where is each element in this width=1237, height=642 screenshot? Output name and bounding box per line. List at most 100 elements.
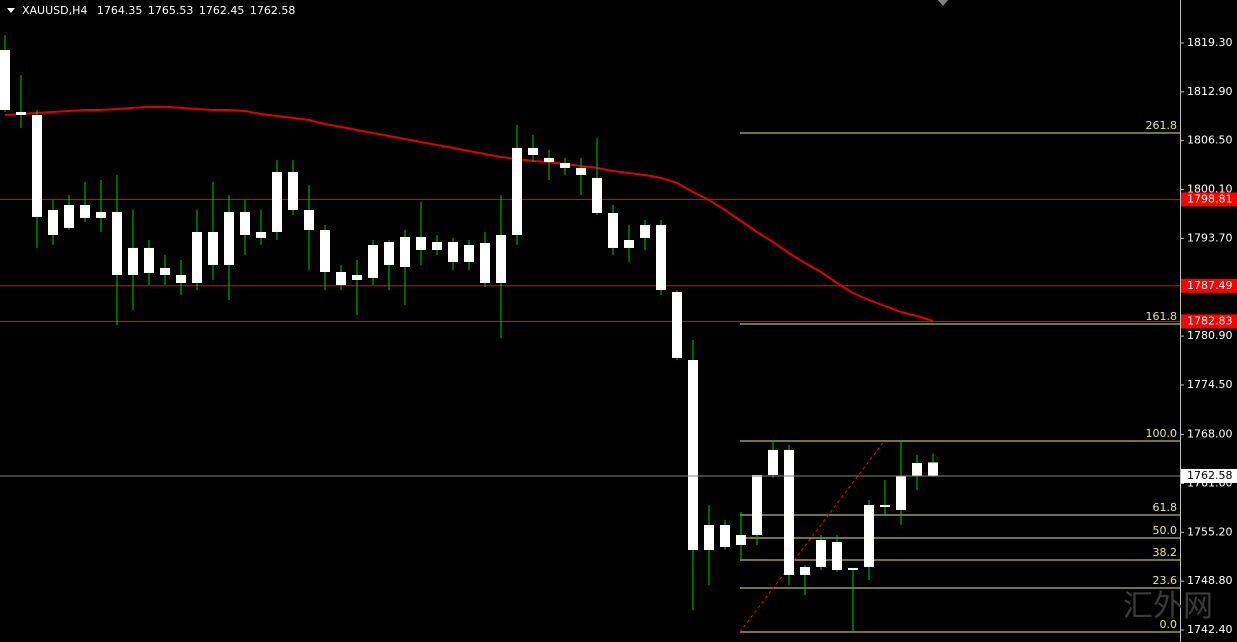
candle-body [784, 449, 794, 575]
fib-label: 50.0 [1153, 524, 1178, 537]
y-tick-label: 1774.50 [1187, 378, 1233, 391]
candle-body [928, 462, 938, 476]
candle-body [336, 271, 346, 285]
candle-body [752, 474, 762, 535]
candle-body [352, 274, 362, 281]
level-label: 1798.81 [1187, 192, 1233, 205]
candle-body [800, 566, 810, 575]
trend-line [739, 439, 886, 633]
candle-body [288, 171, 298, 211]
candle-body [880, 504, 890, 507]
candle-body [832, 541, 842, 571]
candle-body [384, 241, 394, 265]
candle-body [32, 114, 42, 217]
y-tick-label: 1748.80 [1187, 574, 1233, 587]
y-tick-label: 1812.90 [1187, 85, 1233, 98]
candle-body [512, 147, 522, 235]
candle-body [688, 360, 698, 551]
candle-body [176, 274, 186, 283]
header-close: 1762.58 [250, 4, 296, 17]
candle-body [656, 224, 666, 291]
current-price-box [1181, 468, 1237, 483]
candle-body [224, 211, 234, 265]
y-tick-label: 1793.70 [1187, 231, 1233, 244]
level-label: 1782.83 [1187, 314, 1233, 327]
y-tick-label: 1742.40 [1187, 623, 1233, 636]
candle-body [368, 244, 378, 278]
candle-body [560, 162, 570, 168]
candle-body [112, 211, 122, 275]
fib-label: 261.8 [1146, 119, 1178, 132]
candle-body [720, 524, 730, 547]
candle-body [864, 504, 874, 567]
candle-body [304, 210, 314, 231]
fib-label: 100.0 [1146, 427, 1178, 440]
candle-body [320, 230, 330, 272]
candle-body [544, 157, 554, 162]
candle-body [192, 231, 202, 283]
candle-body [80, 204, 90, 218]
candle-body [480, 242, 490, 283]
candle-body [704, 524, 714, 551]
candle-body [736, 534, 746, 545]
candle-body [256, 231, 266, 238]
candle-body [640, 224, 650, 238]
candle-body [208, 231, 218, 265]
header-open: 1764.35 [97, 4, 143, 17]
candle-body [160, 267, 170, 275]
candle-body [144, 247, 154, 273]
header: XAUUSD,H4 1764.35 1765.53 1762.45 1762.5… [22, 4, 295, 17]
current-price-label: 1762.58 [1187, 469, 1233, 482]
candle-body [240, 211, 250, 235]
watermark: 汇外网 [1123, 589, 1213, 624]
candle-body [848, 567, 858, 571]
candle-body [608, 212, 618, 248]
y-tick-label: 1819.30 [1187, 36, 1233, 49]
candle-body [816, 540, 826, 567]
level-label-box [1181, 314, 1237, 329]
candle-body [400, 236, 410, 267]
level-label-box [1181, 278, 1237, 293]
y-tick-label: 1755.20 [1187, 525, 1233, 538]
candle-body [528, 147, 538, 155]
candle-body [592, 177, 602, 213]
menu-triangle [7, 8, 15, 13]
header-high: 1765.53 [148, 4, 194, 17]
fib-label: 23.6 [1153, 574, 1178, 587]
candle-body [768, 449, 778, 475]
y-tick-label: 1780.90 [1187, 329, 1233, 342]
moving-average [4, 105, 934, 322]
candle-body [416, 236, 426, 251]
y-tick-label: 1768.00 [1187, 428, 1233, 441]
candle-body [464, 244, 474, 262]
candle-body [16, 111, 26, 115]
candle-body [0, 50, 10, 111]
fib-label: 38.2 [1153, 546, 1178, 559]
candle-body [432, 241, 442, 251]
y-tick-label: 1800.10 [1187, 183, 1233, 196]
candle-body [624, 240, 634, 248]
candle-body [48, 210, 58, 235]
candle-body [672, 291, 682, 358]
level-label-box [1181, 192, 1237, 207]
fib-label: 161.8 [1146, 310, 1178, 323]
candle-body [64, 204, 74, 228]
candle-body [496, 234, 506, 283]
candle-body [448, 241, 458, 262]
level-label: 1787.49 [1187, 279, 1233, 292]
y-tick-label: 1806.50 [1187, 134, 1233, 147]
shift-marker [938, 0, 948, 6]
candle-body [128, 247, 138, 275]
plot-area: 261.8 161.8 100.0 61.8 50.0 38.2 23.6 0.0 [0, 34, 1180, 633]
candle-body [96, 211, 106, 218]
header-low: 1762.45 [199, 4, 245, 17]
candle-body [896, 475, 906, 511]
symbol: XAUUSD,H4 [22, 4, 87, 17]
candle-body [912, 462, 922, 476]
price-axis: 1819.30 1812.90 1806.50 1800.10 1793.70 1787.… [1180, 36, 1237, 636]
fib-label: 0.0 [1160, 618, 1178, 631]
candle-body [576, 167, 586, 175]
fib-label: 61.8 [1153, 501, 1178, 514]
candle-body [272, 171, 282, 232]
